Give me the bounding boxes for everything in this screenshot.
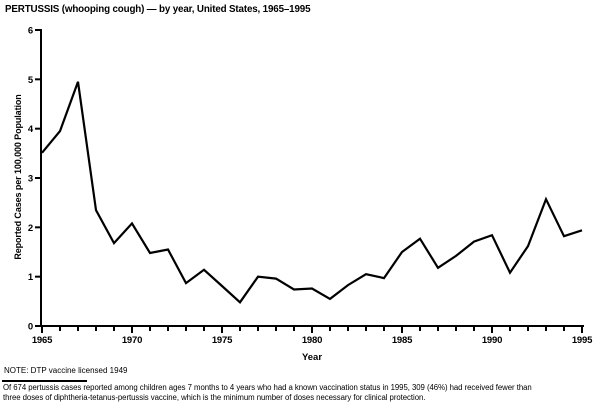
x-tick-label: 1980 — [302, 335, 322, 346]
footnote-line-1: Of 674 pertussis cases reported among ch… — [3, 383, 532, 392]
y-tick-label: 5 — [28, 75, 34, 86]
y-tick-label: 0 — [28, 322, 33, 333]
x-axis-label: Year — [301, 352, 323, 363]
footnote-divider — [2, 380, 87, 382]
x-tick-label: 1965 — [32, 335, 53, 346]
x-tick-label: 1990 — [482, 335, 502, 346]
y-axis-label: Reported Cases per 100,000 Population — [13, 94, 23, 260]
vaccine-license-note: NOTE: DTP vaccine licensed 1949 — [4, 366, 128, 375]
x-tick-label: 1985 — [392, 335, 413, 346]
y-tick-label: 3 — [28, 174, 33, 185]
y-tick-label: 1 — [28, 272, 34, 283]
x-tick-label: 1995 — [572, 335, 593, 346]
x-tick-label: 1970 — [122, 335, 142, 346]
y-tick-label: 4 — [28, 124, 34, 135]
pertussis-rate-line — [41, 81, 583, 304]
footnote: Of 674 pertussis cases reported among ch… — [3, 383, 602, 402]
chart-title: PERTUSSIS (whooping cough) — by year, Un… — [5, 4, 311, 15]
x-tick-label: 1975 — [212, 335, 233, 346]
y-tick-label: 2 — [28, 223, 33, 234]
y-tick-label: 6 — [28, 26, 33, 37]
footnote-line-2: three doses of diphtheria-tetanus-pertus… — [3, 392, 426, 402]
